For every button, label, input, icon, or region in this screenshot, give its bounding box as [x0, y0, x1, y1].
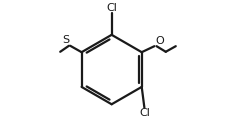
- Text: Cl: Cl: [139, 108, 150, 118]
- Text: S: S: [62, 35, 70, 45]
- Text: O: O: [155, 36, 164, 46]
- Text: Cl: Cl: [106, 3, 117, 13]
